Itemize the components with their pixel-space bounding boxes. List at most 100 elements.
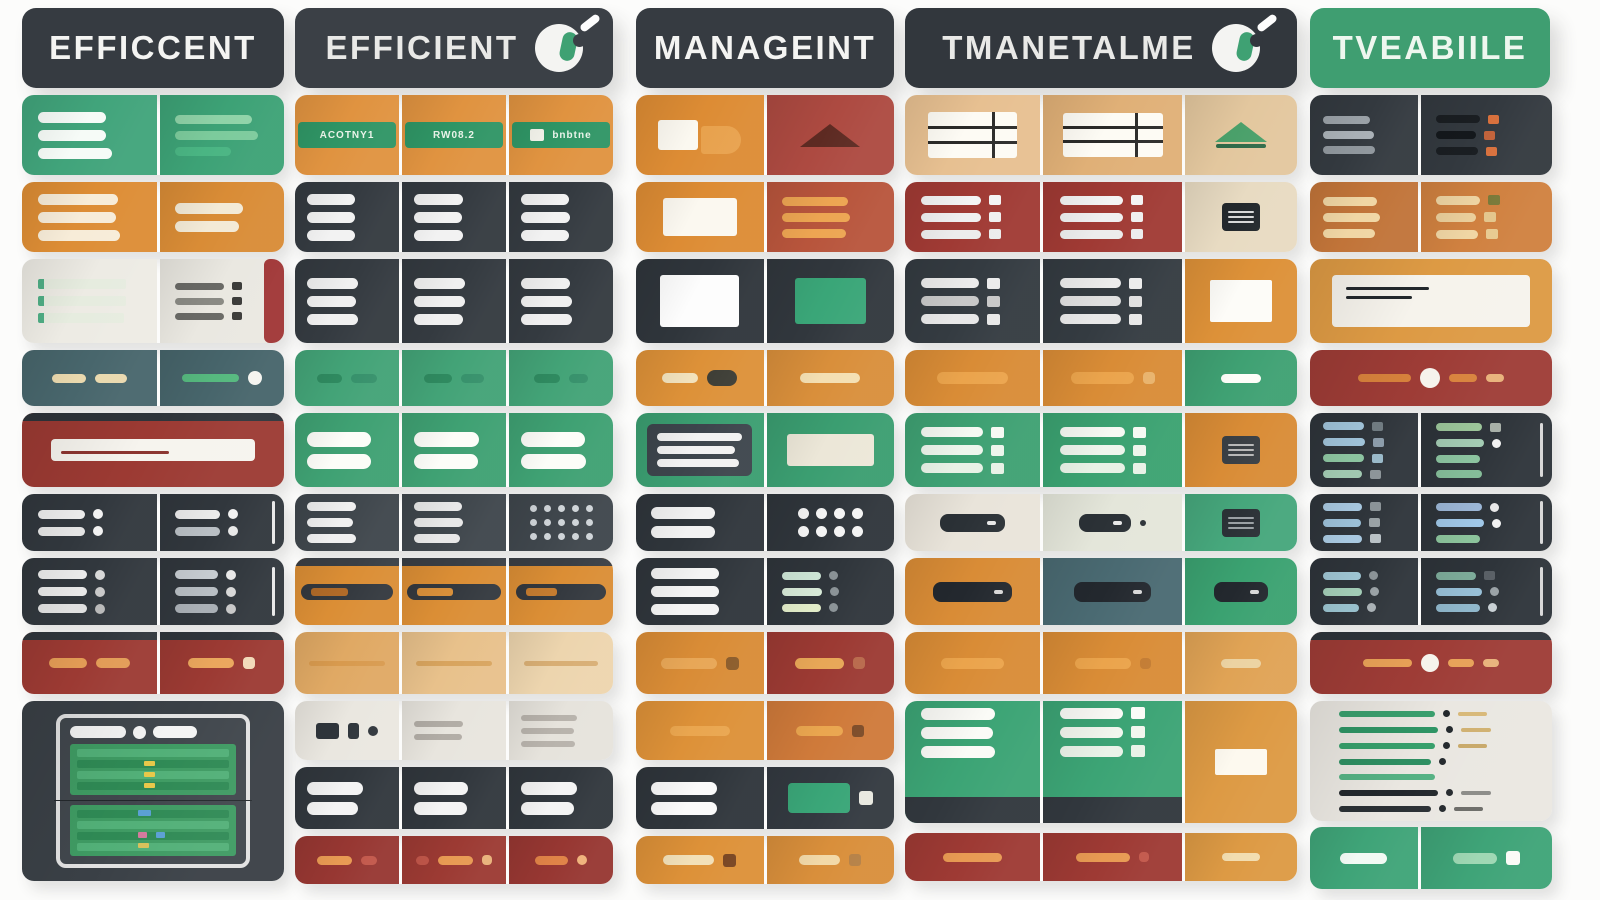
button-bar[interactable] [1074, 581, 1152, 602]
grid-card[interactable] [1310, 350, 1552, 406]
grid-card[interactable] [22, 701, 284, 881]
grid-card[interactable] [295, 259, 613, 343]
scrollbar[interactable] [272, 501, 276, 544]
grid-card[interactable] [905, 632, 1297, 694]
grid-card[interactable] [295, 632, 613, 694]
grid-card[interactable] [295, 558, 613, 625]
dash-glyph [410, 855, 497, 865]
card-cell [509, 632, 613, 694]
card-cell [1043, 701, 1183, 823]
list-glyph [1059, 182, 1166, 252]
header-label: EFFICIENT [325, 29, 519, 66]
grid-card[interactable] [905, 259, 1297, 343]
grid-card[interactable] [295, 701, 613, 760]
grid-card[interactable] [295, 413, 613, 487]
grid-card[interactable] [295, 767, 613, 829]
grid-card[interactable] [636, 413, 894, 487]
button-bar[interactable] [932, 581, 1013, 602]
grid-card[interactable] [295, 836, 613, 884]
dash-glyph [1431, 851, 1541, 865]
grid-card[interactable] [295, 494, 613, 551]
dash-glyph [646, 370, 753, 386]
button-bar[interactable] [1079, 513, 1131, 532]
grid-card[interactable] [905, 494, 1297, 551]
grid-card[interactable] [636, 350, 894, 406]
card-cell [1185, 350, 1297, 406]
slider-knob[interactable] [1419, 368, 1440, 388]
grid-card[interactable] [905, 558, 1297, 625]
bars-glyph [414, 494, 493, 551]
grid-card[interactable] [636, 182, 894, 252]
grid-card[interactable] [22, 95, 284, 175]
grid-card[interactable]: ACOTNY1 RW08.2 bnbtne [295, 95, 613, 175]
scrollbar[interactable] [1539, 422, 1543, 478]
grid-card[interactable] [905, 701, 1297, 823]
grid-card[interactable] [22, 494, 284, 551]
grid-card[interactable] [1310, 558, 1552, 625]
header-card-manageint[interactable]: MANAGEINT [636, 8, 894, 88]
grid-card[interactable] [905, 182, 1297, 252]
card-cell [636, 558, 764, 625]
grid-card[interactable] [905, 413, 1297, 487]
checklist-glyph [1339, 701, 1523, 821]
grid-card[interactable] [22, 558, 284, 625]
column-4 [905, 95, 1297, 888]
grid-card[interactable] [22, 259, 284, 343]
grid-card[interactable] [905, 833, 1297, 881]
slider[interactable] [1329, 654, 1532, 672]
list-glyph [1322, 558, 1405, 625]
scrollbar[interactable] [272, 566, 276, 617]
scrollbar[interactable] [1539, 501, 1543, 544]
grid-card[interactable] [636, 701, 894, 760]
grid-card[interactable] [22, 350, 284, 406]
header-card-tveabiile[interactable]: TVEABIILE [1310, 8, 1550, 88]
list-glyph [781, 558, 879, 625]
grid-card[interactable] [295, 182, 613, 252]
knob [1142, 372, 1155, 384]
rect-glyph [786, 434, 874, 466]
document-icon [1222, 436, 1261, 464]
button-bar[interactable] [1213, 581, 1269, 602]
knob [1139, 657, 1151, 669]
grid-card[interactable] [636, 632, 894, 694]
card-cell [509, 494, 613, 551]
button-row [1054, 513, 1171, 532]
grid-card[interactable] [636, 95, 894, 175]
column-5 [1310, 95, 1552, 889]
button-bar[interactable] [939, 513, 1006, 532]
header-card-efficcent[interactable]: EFFICCENT [22, 8, 284, 88]
grid-card[interactable] [905, 350, 1297, 406]
header-card-tmanetalme[interactable]: TMANETALME [905, 8, 1297, 88]
card-cell [22, 494, 157, 551]
dash-glyph [777, 657, 884, 669]
grid-card[interactable] [1310, 182, 1552, 252]
grid-card[interactable] [22, 182, 284, 252]
grid-card[interactable] [1310, 413, 1552, 487]
grid-card[interactable] [1310, 259, 1552, 343]
grid-card[interactable] [1310, 827, 1552, 889]
grid-card[interactable] [295, 350, 613, 406]
slider[interactable] [1329, 368, 1532, 388]
grid-card[interactable] [1310, 632, 1552, 694]
bars-glyph [414, 701, 493, 760]
grid-card[interactable] [1310, 95, 1552, 175]
grid-card[interactable] [636, 259, 894, 343]
scrollbar[interactable] [1539, 566, 1543, 617]
slider-knob[interactable] [1420, 654, 1439, 672]
column-2: ACOTNY1 RW08.2 bnbtne [295, 95, 613, 891]
grid-card[interactable] [636, 558, 894, 625]
card-cell [1185, 632, 1297, 694]
grid-card[interactable] [636, 836, 894, 884]
grid-card[interactable] [1310, 494, 1552, 551]
grid-card[interactable] [636, 767, 894, 829]
header-card-efficient[interactable]: EFFICIENT [295, 8, 613, 88]
grid-card[interactable] [1310, 701, 1552, 821]
grid-card[interactable] [22, 413, 284, 487]
grid-card[interactable] [636, 494, 894, 551]
grid-card[interactable] [905, 95, 1297, 175]
card-cell [1185, 413, 1297, 487]
search-bar[interactable] [50, 439, 256, 461]
list-glyph [1436, 95, 1536, 175]
grid-card[interactable] [22, 632, 284, 694]
bars-glyph [414, 413, 493, 487]
